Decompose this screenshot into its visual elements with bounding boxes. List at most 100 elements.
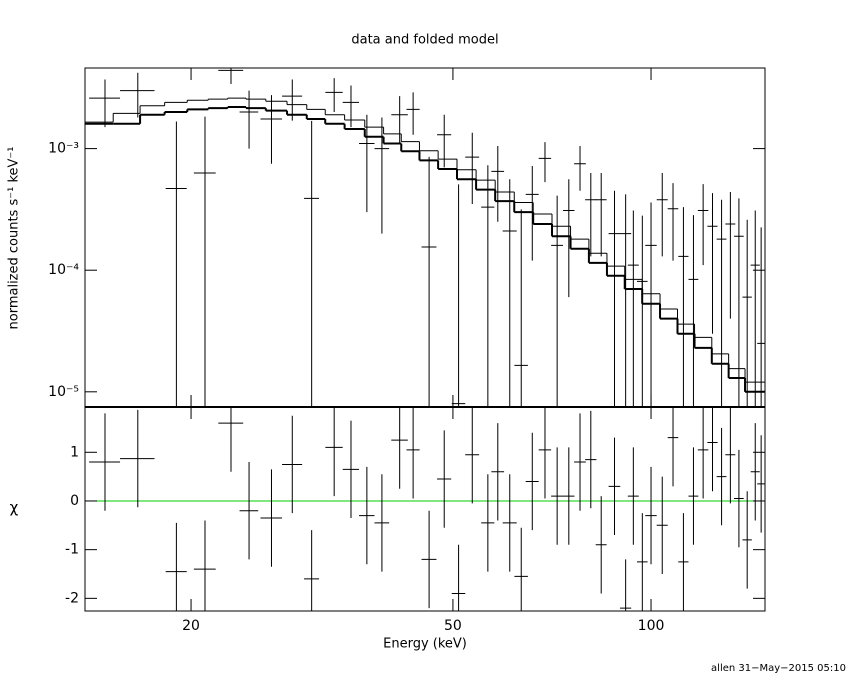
y-tick-label: -2	[65, 590, 79, 606]
data-point	[742, 219, 752, 407]
data-point	[437, 430, 452, 528]
data-point	[678, 513, 689, 611]
data-point	[716, 199, 727, 407]
data-point	[538, 142, 552, 183]
data-point	[734, 198, 744, 407]
data-point	[374, 474, 390, 572]
data-point	[585, 410, 597, 509]
data-point	[481, 474, 495, 572]
data-point	[619, 559, 632, 611]
data-point	[406, 407, 420, 499]
data-point	[734, 449, 744, 548]
data-point	[645, 466, 657, 565]
data-point	[282, 79, 303, 121]
footer: allen 31−May−2015 05:10	[711, 663, 846, 674]
spectrum-panel	[85, 68, 765, 407]
panel-frame	[84, 67, 766, 408]
y-tick-label: -1	[65, 542, 79, 558]
data-point	[218, 407, 244, 472]
data-point	[374, 117, 390, 234]
data-point	[514, 209, 528, 407]
data-point	[342, 85, 360, 128]
data-point	[421, 156, 437, 407]
y-tick-label: 0	[70, 493, 79, 509]
data-point	[514, 527, 528, 611]
data-point	[757, 435, 765, 533]
data-point	[260, 95, 283, 164]
y-axis-label: normalized counts s⁻¹ keV⁻¹	[7, 147, 22, 330]
data-point	[551, 195, 564, 407]
data-point	[502, 179, 517, 407]
data-point	[627, 210, 639, 407]
data-point	[716, 427, 727, 526]
data-point	[304, 120, 320, 407]
y-tick-label: 10⁻³	[48, 141, 79, 157]
data-point	[757, 227, 765, 407]
data-point	[563, 179, 575, 298]
y-tick-label: 1	[70, 444, 79, 460]
data-point	[750, 210, 760, 407]
data-point	[502, 474, 517, 572]
data-point	[636, 215, 648, 407]
data-point	[304, 530, 320, 611]
data-point	[656, 476, 668, 574]
data-point	[465, 407, 480, 504]
data-point	[421, 510, 437, 609]
data-point	[667, 183, 679, 261]
data-point	[239, 462, 259, 560]
data-point	[282, 415, 303, 514]
y-axis-label: χ	[10, 499, 19, 517]
data-point	[437, 114, 452, 168]
x-tick-label: 20	[182, 618, 200, 634]
data-point	[645, 202, 657, 407]
data-point	[697, 407, 709, 499]
data-point	[574, 413, 586, 511]
data-point	[563, 447, 575, 545]
data-point	[678, 207, 689, 407]
data-point	[465, 132, 480, 205]
data-point	[120, 72, 155, 118]
data-point	[742, 491, 752, 589]
data-point	[193, 520, 216, 611]
data-point	[218, 68, 244, 84]
data-point	[608, 190, 621, 407]
data-point	[342, 420, 360, 519]
data-point	[451, 184, 466, 407]
data-point	[165, 522, 187, 611]
data-point	[725, 191, 736, 319]
data-point	[359, 114, 375, 213]
x-tick-label: 50	[444, 618, 462, 634]
data-point	[627, 447, 639, 545]
data-point	[636, 513, 648, 611]
data-point	[165, 121, 187, 407]
data-point	[574, 146, 586, 191]
data-point	[451, 544, 466, 611]
data-point	[406, 92, 420, 135]
data-point	[525, 432, 539, 531]
y-tick-label: 10⁻⁴	[48, 262, 79, 278]
data-point	[89, 79, 121, 128]
data-point	[656, 172, 668, 257]
x-tick-label: 100	[638, 618, 665, 634]
data-point	[260, 469, 283, 567]
data-point	[525, 165, 539, 261]
data-point	[707, 193, 718, 334]
data-point	[697, 184, 709, 266]
data-point	[120, 409, 155, 508]
data-point	[193, 116, 216, 407]
data-point	[239, 90, 259, 149]
data-point	[595, 172, 607, 257]
data-point	[608, 437, 621, 536]
data-point	[391, 96, 408, 144]
data-point	[688, 447, 699, 545]
data-point	[667, 407, 679, 487]
data-point	[595, 496, 607, 594]
data-point	[491, 146, 505, 222]
data-point	[89, 413, 121, 511]
x-axis-label: Energy (keV)	[383, 637, 467, 652]
data-point	[585, 172, 597, 257]
residual-panel	[85, 407, 765, 611]
data-point	[325, 78, 343, 112]
data-point	[538, 407, 552, 499]
